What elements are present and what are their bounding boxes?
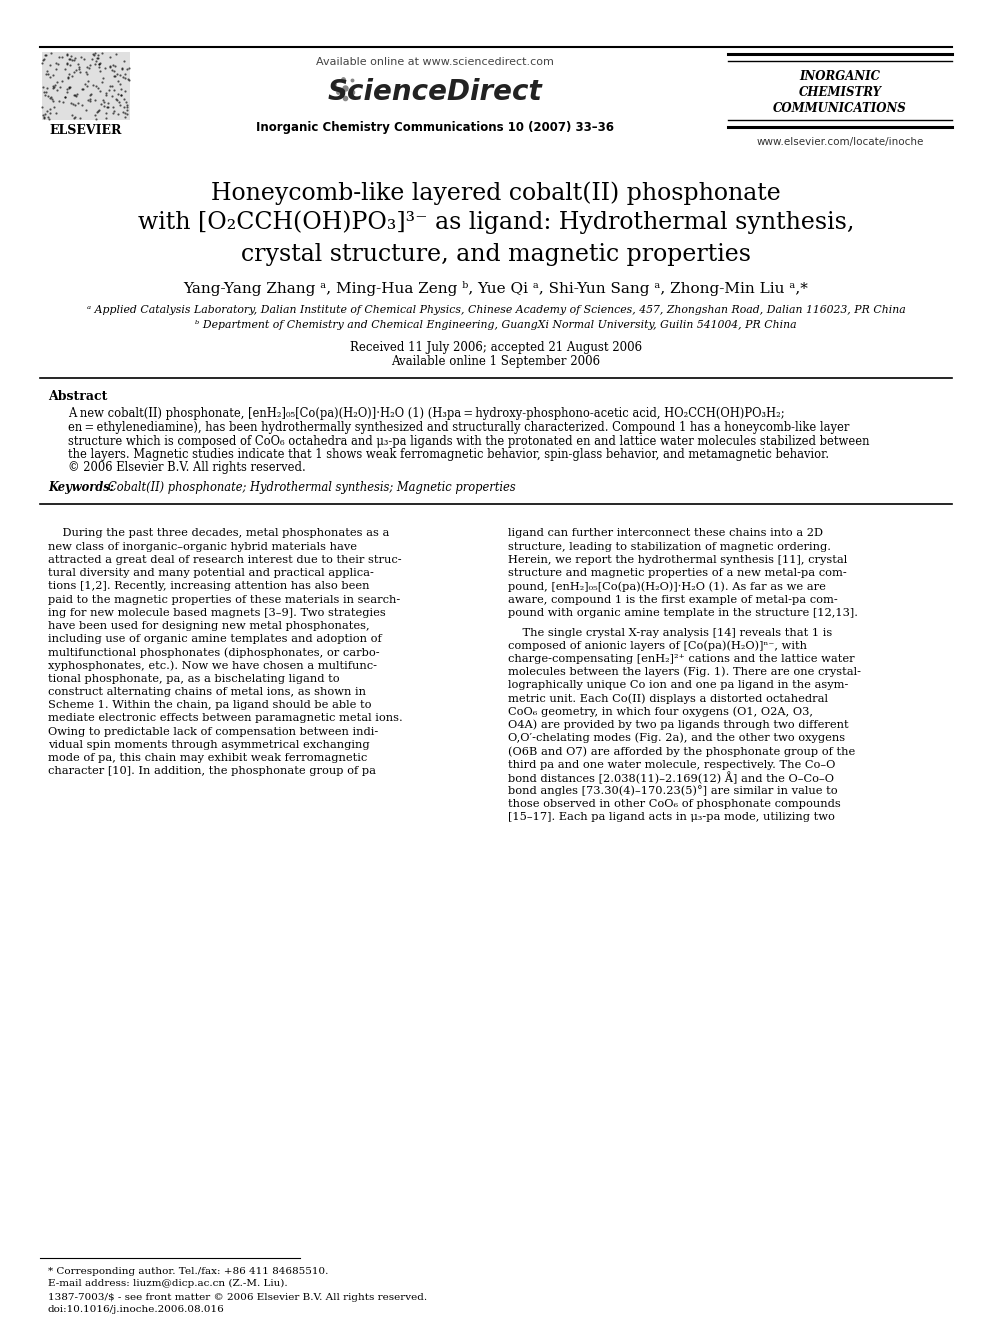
Text: composed of anionic layers of [Co(pa)(H₂O)]ⁿ⁻, with: composed of anionic layers of [Co(pa)(H₂… [508, 640, 807, 651]
Text: * Corresponding author. Tel./fax: +86 411 84685510.: * Corresponding author. Tel./fax: +86 41… [48, 1266, 328, 1275]
Text: Received 11 July 2006; accepted 21 August 2006: Received 11 July 2006; accepted 21 Augus… [350, 340, 642, 353]
Text: Abstract: Abstract [48, 389, 107, 402]
Text: metric unit. Each Co(II) displays a distorted octahedral: metric unit. Each Co(II) displays a dist… [508, 693, 828, 704]
Text: construct alternating chains of metal ions, as shown in: construct alternating chains of metal io… [48, 687, 366, 697]
Text: ing for new molecule based magnets [3–9]. Two strategies: ing for new molecule based magnets [3–9]… [48, 607, 386, 618]
Text: pound with organic amine template in the structure [12,13].: pound with organic amine template in the… [508, 607, 858, 618]
Text: (O6B and O7) are afforded by the phosphonate group of the: (O6B and O7) are afforded by the phospho… [508, 746, 855, 757]
Text: Available online 1 September 2006: Available online 1 September 2006 [392, 355, 600, 368]
Text: structure, leading to stabilization of magnetic ordering.: structure, leading to stabilization of m… [508, 541, 831, 552]
Text: have been used for designing new metal phosphonates,: have been used for designing new metal p… [48, 620, 370, 631]
Text: Inorganic Chemistry Communications 10 (2007) 33–36: Inorganic Chemistry Communications 10 (2… [256, 122, 614, 135]
Text: www.elsevier.com/locate/inoche: www.elsevier.com/locate/inoche [756, 138, 924, 147]
Text: ELSEVIER: ELSEVIER [50, 123, 122, 136]
Text: aware, compound 1 is the first example of metal-pa com-: aware, compound 1 is the first example o… [508, 594, 838, 605]
Text: those observed in other CoO₆ of phosphonate compounds: those observed in other CoO₆ of phosphon… [508, 799, 841, 810]
Text: bond distances [2.038(11)–2.169(12) Å] and the O–Co–O: bond distances [2.038(11)–2.169(12) Å] a… [508, 771, 834, 785]
Text: crystal structure, and magnetic properties: crystal structure, and magnetic properti… [241, 242, 751, 266]
Text: CoO₆ geometry, in which four oxygens (O1, O2A, O3,: CoO₆ geometry, in which four oxygens (O1… [508, 706, 813, 717]
Text: Herein, we report the hydrothermal synthesis [11], crystal: Herein, we report the hydrothermal synth… [508, 554, 847, 565]
Text: Owing to predictable lack of compensation between indi-: Owing to predictable lack of compensatio… [48, 726, 378, 737]
Text: The single crystal X-ray analysis [14] reveals that 1 is: The single crystal X-ray analysis [14] r… [508, 627, 832, 638]
Text: en = ethylenediamine), has been hydrothermally synthesized and structurally char: en = ethylenediamine), has been hydrothe… [68, 421, 849, 434]
Text: COMMUNICATIONS: COMMUNICATIONS [773, 102, 907, 115]
Text: During the past three decades, metal phosphonates as a: During the past three decades, metal pho… [48, 528, 390, 538]
Text: new class of inorganic–organic hybrid materials have: new class of inorganic–organic hybrid ma… [48, 541, 357, 552]
Text: with [O₂CCH(OH)PO₃]³⁻ as ligand: Hydrothermal synthesis,: with [O₂CCH(OH)PO₃]³⁻ as ligand: Hydroth… [138, 210, 854, 234]
Text: including use of organic amine templates and adoption of: including use of organic amine templates… [48, 634, 382, 644]
Text: Available online at www.sciencedirect.com: Available online at www.sciencedirect.co… [316, 57, 554, 67]
Text: tions [1,2]. Recently, increasing attention has also been: tions [1,2]. Recently, increasing attent… [48, 581, 369, 591]
Text: 1387-7003/$ - see front matter © 2006 Elsevier B.V. All rights reserved.: 1387-7003/$ - see front matter © 2006 El… [48, 1294, 428, 1303]
Text: vidual spin moments through asymmetrical exchanging: vidual spin moments through asymmetrical… [48, 740, 370, 750]
Text: third pa and one water molecule, respectively. The Co–O: third pa and one water molecule, respect… [508, 759, 835, 770]
Text: the layers. Magnetic studies indicate that 1 shows weak ferromagnetic behavior, : the layers. Magnetic studies indicate th… [68, 448, 829, 460]
Text: mode of pa, this chain may exhibit weak ferromagnetic: mode of pa, this chain may exhibit weak … [48, 753, 367, 763]
Text: attracted a great deal of research interest due to their struc-: attracted a great deal of research inter… [48, 554, 402, 565]
Text: [15–17]. Each pa ligand acts in μ₃-pa mode, utilizing two: [15–17]. Each pa ligand acts in μ₃-pa mo… [508, 812, 835, 823]
Text: O,O′-chelating modes (Fig. 2a), and the other two oxygens: O,O′-chelating modes (Fig. 2a), and the … [508, 733, 845, 744]
Text: Keywords:: Keywords: [48, 482, 114, 493]
Text: E-mail address: liuzm@dicp.ac.cn (Z.-M. Liu).: E-mail address: liuzm@dicp.ac.cn (Z.-M. … [48, 1278, 288, 1287]
Text: doi:10.1016/j.inoche.2006.08.016: doi:10.1016/j.inoche.2006.08.016 [48, 1306, 225, 1315]
Text: structure and magnetic properties of a new metal-pa com-: structure and magnetic properties of a n… [508, 568, 847, 578]
Text: A new cobalt(II) phosphonate, [enH₂]₀₅[Co(pa)(H₂O)]·H₂O (1) (H₃pa = hydroxy-phos: A new cobalt(II) phosphonate, [enH₂]₀₅[C… [68, 407, 785, 421]
Text: mediate electronic effects between paramagnetic metal ions.: mediate electronic effects between param… [48, 713, 403, 724]
Text: Scheme 1. Within the chain, pa ligand should be able to: Scheme 1. Within the chain, pa ligand sh… [48, 700, 371, 710]
Text: paid to the magnetic properties of these materials in search-: paid to the magnetic properties of these… [48, 594, 400, 605]
Text: charge-compensating [enH₂]²⁺ cations and the lattice water: charge-compensating [enH₂]²⁺ cations and… [508, 654, 855, 664]
Text: Honeycomb-like layered cobalt(II) phosphonate: Honeycomb-like layered cobalt(II) phosph… [211, 181, 781, 205]
Bar [42, 52, 130, 120]
Text: O4A) are provided by two pa ligands through two different: O4A) are provided by two pa ligands thro… [508, 720, 848, 730]
Text: structure which is composed of CoO₆ octahedra and μ₃-pa ligands with the protona: structure which is composed of CoO₆ octa… [68, 434, 870, 447]
Text: ᵇ Department of Chemistry and Chemical Engineering, GuangXi Normal University, G: ᵇ Department of Chemistry and Chemical E… [195, 320, 797, 329]
Text: ᵃ Applied Catalysis Laboratory, Dalian Institute of Chemical Physics, Chinese Ac: ᵃ Applied Catalysis Laboratory, Dalian I… [86, 306, 906, 315]
Text: Yang-Yang Zhang ᵃ, Ming-Hua Zeng ᵇ, Yue Qi ᵃ, Shi-Yun Sang ᵃ, Zhong-Min Liu ᵃ,*: Yang-Yang Zhang ᵃ, Ming-Hua Zeng ᵇ, Yue … [184, 280, 808, 295]
Text: bond angles [73.30(4)–170.23(5)°] are similar in value to: bond angles [73.30(4)–170.23(5)°] are si… [508, 786, 837, 796]
Text: molecules between the layers (Fig. 1). There are one crystal-: molecules between the layers (Fig. 1). T… [508, 667, 861, 677]
Text: ScienceDirect: ScienceDirect [327, 78, 543, 106]
Text: lographically unique Co ion and one pa ligand in the asym-: lographically unique Co ion and one pa l… [508, 680, 848, 691]
Text: pound, [enH₂]₀₅[Co(pa)(H₂O)]·H₂O (1). As far as we are: pound, [enH₂]₀₅[Co(pa)(H₂O)]·H₂O (1). As… [508, 581, 826, 591]
Text: tional phosphonate, pa, as a bischelating ligand to: tional phosphonate, pa, as a bischelatin… [48, 673, 339, 684]
Text: character [10]. In addition, the phosphonate group of pa: character [10]. In addition, the phospho… [48, 766, 376, 777]
Text: ligand can further interconnect these chains into a 2D: ligand can further interconnect these ch… [508, 528, 823, 538]
Text: CHEMISTRY: CHEMISTRY [799, 86, 882, 99]
Text: xyphosphonates, etc.). Now we have chosen a multifunc-: xyphosphonates, etc.). Now we have chose… [48, 660, 377, 671]
Text: Cobalt(II) phosphonate; Hydrothermal synthesis; Magnetic properties: Cobalt(II) phosphonate; Hydrothermal syn… [108, 482, 516, 493]
Text: tural diversity and many potential and practical applica-: tural diversity and many potential and p… [48, 568, 374, 578]
Text: multifunctional phosphonates (diphosphonates, or carbo-: multifunctional phosphonates (diphosphon… [48, 647, 380, 658]
Text: INORGANIC: INORGANIC [800, 70, 881, 83]
Text: © 2006 Elsevier B.V. All rights reserved.: © 2006 Elsevier B.V. All rights reserved… [68, 462, 306, 475]
